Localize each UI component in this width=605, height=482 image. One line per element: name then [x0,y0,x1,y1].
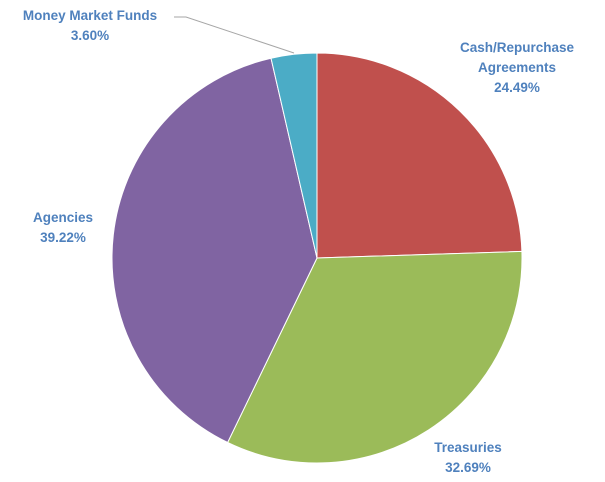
pie-slice [316,52,523,259]
value-label: 3.60% [70,28,110,43]
pie-slice [270,52,318,259]
value-label: 39.22% [40,230,86,245]
slice-label: Agencies 39.22% [0,208,148,248]
value-label: 24.49% [494,80,540,95]
category-label: Treasuries [434,440,502,455]
value-label: 32.69% [445,460,491,475]
leader-line [174,16,295,54]
slice-label: Money Market Funds 3.60% [5,6,175,46]
category-label: Money Market Funds [22,8,158,23]
pie-slice [226,250,523,464]
category-label: Cash/Repurchase Agreements [459,40,575,75]
slice-label: Cash/Repurchase Agreements 24.49% [452,38,582,98]
category-label: Agencies [32,210,94,225]
slice-label: Treasuries 32.69% [383,438,553,478]
pie-slice [111,57,318,444]
